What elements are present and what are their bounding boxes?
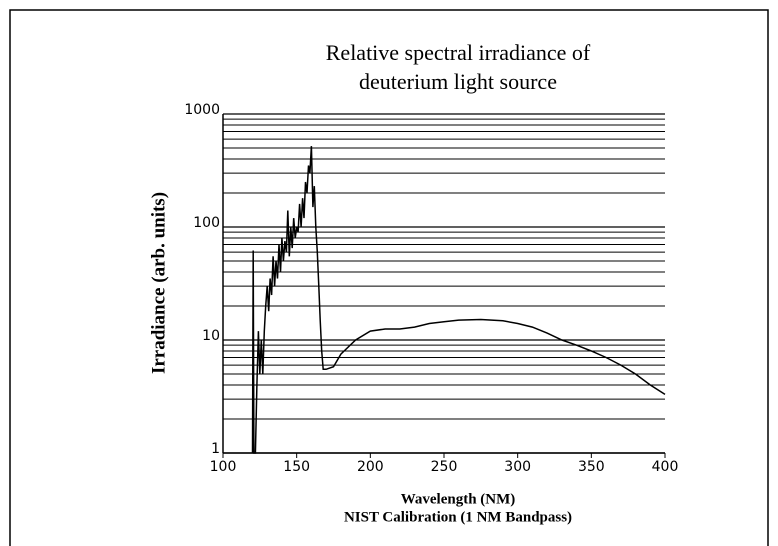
frame bbox=[9, 9, 769, 546]
chart-title: deuterium light source bbox=[359, 69, 557, 94]
x-tick-label: 100 bbox=[210, 459, 237, 475]
chart-title: Relative spectral irradiance of bbox=[326, 40, 591, 65]
x-axis-label: Wavelength (NM) bbox=[401, 491, 516, 507]
subtitle: NIST Calibration (1 NM Bandpass) bbox=[344, 509, 572, 525]
data-line bbox=[251, 146, 666, 454]
y-tick-label: 10 bbox=[202, 328, 220, 344]
x-tick-label: 350 bbox=[578, 459, 605, 475]
x-tick-label: 300 bbox=[504, 459, 531, 475]
y-tick-label: 1 bbox=[211, 441, 220, 457]
y-tick-label: 100 bbox=[193, 215, 220, 231]
y-tick-label: 1000 bbox=[184, 102, 220, 118]
x-tick-label: 150 bbox=[283, 459, 310, 475]
x-tick-label: 200 bbox=[357, 459, 384, 475]
x-tick-label: 400 bbox=[652, 459, 679, 475]
x-tick-label: 250 bbox=[431, 459, 458, 475]
y-axis-label: Irradiance (arb. units) bbox=[148, 192, 169, 374]
